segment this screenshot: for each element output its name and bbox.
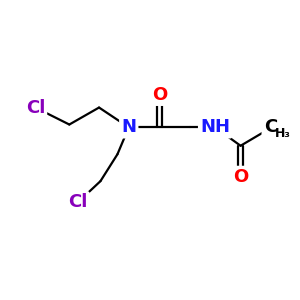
Text: Cl: Cl [26, 98, 45, 116]
Text: H₃: H₃ [274, 127, 290, 140]
Text: N: N [121, 118, 136, 136]
Text: O: O [233, 168, 248, 186]
Text: C: C [264, 118, 277, 136]
Text: NH: NH [200, 118, 230, 136]
Text: O: O [152, 86, 167, 104]
Text: Cl: Cl [68, 194, 88, 211]
